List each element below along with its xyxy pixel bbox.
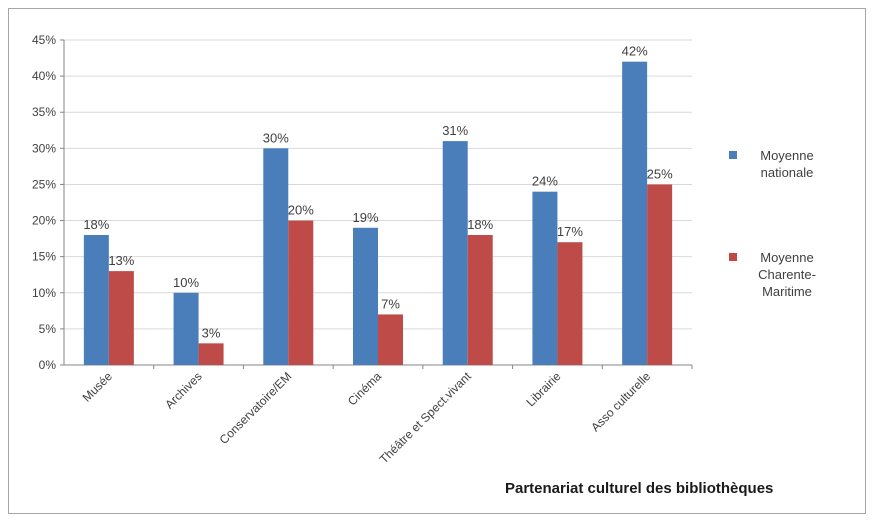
bar xyxy=(647,184,673,365)
legend-label: Maritime xyxy=(762,284,812,299)
chart-frame xyxy=(8,8,866,514)
legend-label: Moyenne xyxy=(760,148,813,163)
bar xyxy=(622,61,648,366)
y-tick-label: 0% xyxy=(39,358,57,372)
y-tick-label: 5% xyxy=(39,322,57,336)
data-label: 24% xyxy=(532,174,558,189)
bar xyxy=(532,191,558,365)
data-label: 17% xyxy=(557,224,583,239)
bar xyxy=(288,220,314,365)
legend-swatch xyxy=(729,253,737,261)
y-tick-label: 15% xyxy=(32,250,56,264)
data-label: 31% xyxy=(442,123,468,138)
data-label: 25% xyxy=(647,166,673,181)
y-tick-label: 40% xyxy=(32,69,56,83)
bar xyxy=(378,314,403,365)
bar xyxy=(108,271,134,365)
bar xyxy=(557,242,583,365)
category-label: Asso culturelle xyxy=(588,369,653,434)
category-label: Théâtre et Spect.vivant xyxy=(377,369,475,467)
data-label: 10% xyxy=(173,275,199,290)
data-label: 20% xyxy=(288,203,314,218)
data-label: 18% xyxy=(83,217,109,232)
data-label: 42% xyxy=(622,44,648,59)
category-label: Musée xyxy=(80,369,116,405)
bar xyxy=(467,235,493,365)
category-label: Librairie xyxy=(523,369,563,409)
legend-swatch xyxy=(729,151,737,159)
legend-label: nationale xyxy=(761,165,814,180)
bar xyxy=(83,235,109,365)
y-tick-label: 25% xyxy=(32,177,56,191)
bar xyxy=(173,292,199,365)
y-tick-label: 30% xyxy=(32,141,56,155)
y-tick-label: 20% xyxy=(32,214,56,228)
bar xyxy=(263,148,289,365)
data-label: 30% xyxy=(263,130,289,145)
legend-label: Moyenne xyxy=(760,250,813,265)
data-label: 19% xyxy=(352,210,378,225)
category-label: Conservatoire/EM xyxy=(217,369,295,447)
chart-title: Partenariat culturel des bibliothèques xyxy=(505,480,773,497)
y-tick-label: 35% xyxy=(32,105,56,119)
bar xyxy=(442,141,468,365)
data-label: 3% xyxy=(202,325,221,340)
data-label: 18% xyxy=(467,217,493,232)
data-label: 13% xyxy=(108,253,134,268)
legend-label: Charente- xyxy=(758,267,816,282)
bar xyxy=(353,227,378,365)
category-label: Cinéma xyxy=(345,369,384,408)
y-tick-label: 45% xyxy=(32,33,56,47)
bar xyxy=(198,343,224,365)
y-tick-label: 10% xyxy=(32,286,56,300)
data-label: 7% xyxy=(381,296,400,311)
category-label: Archives xyxy=(162,369,204,411)
